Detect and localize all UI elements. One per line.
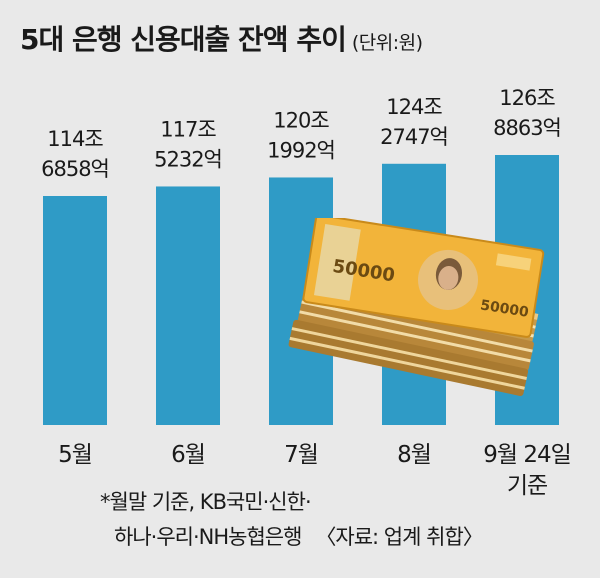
- value-label-3-line-2: 1992억: [267, 138, 335, 162]
- bar-2: [156, 186, 220, 425]
- source-label: 〈자료: 업계 취합〉: [315, 525, 483, 549]
- category-label-1-line-1: 5월: [58, 442, 92, 468]
- category-label-2-line-1: 6월: [171, 442, 205, 468]
- value-label-1-line-1: 114조: [47, 127, 103, 151]
- value-label-2-line-1: 117조: [160, 117, 216, 141]
- category-label-5-line-2: 기준: [507, 473, 547, 499]
- value-label-1-line-2: 6858억: [41, 157, 109, 181]
- banknote-denomination-small: 50000: [479, 297, 530, 320]
- value-label-4-line-1: 124조: [386, 95, 442, 119]
- footnote-line-2: 하나·우리·NH농협은행 〈자료: 업계 취합〉: [100, 520, 484, 555]
- footnote: *월말 기준, KB국민·신한· 하나·우리·NH농협은행 〈자료: 업계 취합〉: [100, 485, 484, 555]
- bar-1: [43, 196, 107, 425]
- category-label-3-line-1: 7월: [284, 442, 318, 468]
- category-label-4-line-1: 8월: [397, 442, 431, 468]
- category-label-5-line-1: 9월 24일: [483, 442, 571, 468]
- footnote-line-2-text: 하나·우리·NH농협은행: [114, 525, 302, 549]
- chart-title-text: 5대 은행 신용대출 잔액 추이: [20, 23, 347, 56]
- value-label-5-line-1: 126조: [499, 86, 555, 110]
- chart-title: 5대 은행 신용대출 잔액 추이 (단위:원): [20, 18, 423, 58]
- value-label-5-line-2: 8863억: [493, 116, 561, 140]
- won-banknote-stack-icon: 50000 50000: [288, 218, 545, 397]
- value-label-4-line-2: 2747억: [380, 125, 448, 149]
- value-label-2-line-2: 5232억: [154, 147, 222, 171]
- value-label-3-line-1: 120조: [273, 108, 329, 132]
- footnote-line-1: *월말 기준, KB국민·신한·: [100, 490, 312, 514]
- unit-label: (단위:원): [351, 32, 423, 54]
